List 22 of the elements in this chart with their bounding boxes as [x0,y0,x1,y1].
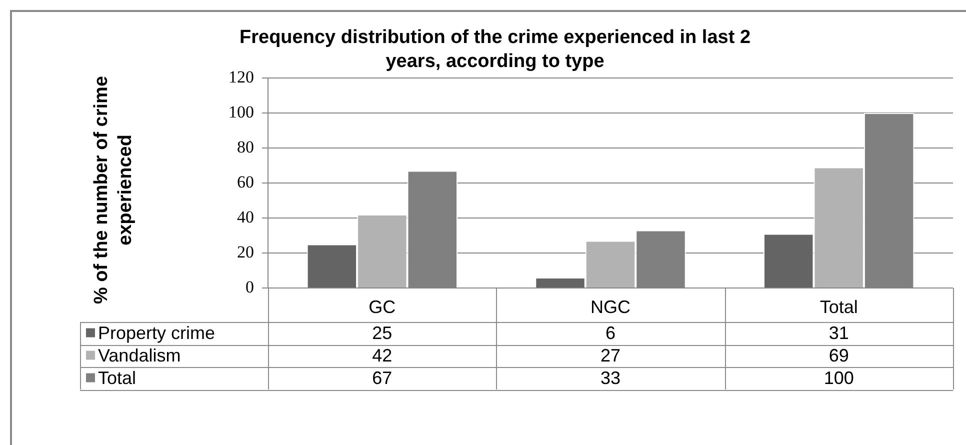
y-tick-label: 100 [228,102,254,122]
data-label: 69 [828,346,849,366]
legend-label: Total [98,368,136,388]
legend-label: Property crime [98,323,216,344]
y-tick-label: 40 [237,207,254,226]
data-label: 6 [605,323,616,344]
x-tick-label: NGC [590,296,630,317]
y-tick-label: 0 [246,277,254,296]
data-label: 42 [372,346,392,366]
x-tick-label: GC [368,296,396,317]
data-label: 25 [372,323,392,344]
data-label: 31 [828,323,849,344]
data-label: 100 [824,368,854,388]
x-tick-label: Total [820,296,858,317]
y-tick-label: 20 [237,242,254,262]
y-tick-label: 80 [237,137,254,156]
y-tick-label: 60 [237,172,254,192]
legend-label: Vandalism [98,346,181,366]
data-label: 27 [600,346,621,366]
y-axis-title: % of the number of crime experienced [91,76,136,304]
data-label: 67 [372,368,392,388]
data-label: 33 [600,368,621,388]
